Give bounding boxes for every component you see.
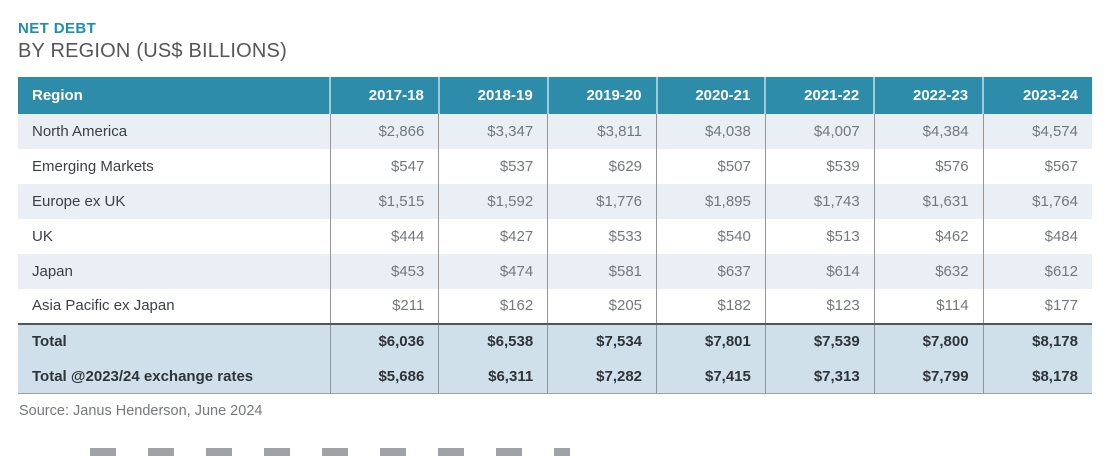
chart-subtitle: BY REGION (US$ BILLIONS) bbox=[18, 39, 287, 62]
value-cell: $6,311 bbox=[438, 358, 548, 395]
region-cell: Europe ex UK bbox=[18, 183, 330, 219]
total-row: Total @2023/24 exchange rates $5,686 $6,31… bbox=[18, 358, 1092, 395]
cutoff-text-fragment bbox=[90, 448, 570, 456]
value-cell: $4,384 bbox=[873, 113, 984, 149]
value-cell: $581 bbox=[547, 253, 657, 289]
value-cell: $114 bbox=[873, 288, 984, 324]
value-cell: $162 bbox=[438, 288, 548, 324]
value-cell: $539 bbox=[764, 148, 875, 184]
value-cell: $7,282 bbox=[547, 358, 657, 395]
value-cell: $3,347 bbox=[438, 113, 548, 149]
table-header-row: Region 2017-18 2018-19 2019-20 2020-21 2021-2… bbox=[18, 76, 1092, 114]
net-debt-table: Region 2017-18 2018-19 2019-20 2020-21 2021-2… bbox=[18, 76, 1092, 395]
value-cell: $7,539 bbox=[764, 322, 875, 359]
value-cell: $1,515 bbox=[329, 183, 439, 219]
value-cell: $637 bbox=[656, 253, 766, 289]
value-cell: $632 bbox=[873, 253, 984, 289]
value-cell: $1,764 bbox=[982, 183, 1092, 219]
value-cell: $614 bbox=[764, 253, 875, 289]
value-cell: $182 bbox=[656, 288, 766, 324]
value-cell: $462 bbox=[873, 218, 984, 254]
region-cell: Emerging Markets bbox=[18, 148, 330, 184]
region-cell: North America bbox=[18, 113, 330, 149]
value-cell: $4,007 bbox=[764, 113, 875, 149]
value-cell: $2,866 bbox=[329, 113, 439, 149]
value-cell: $444 bbox=[329, 218, 439, 254]
column-header-year: 2023-24 bbox=[982, 76, 1092, 114]
region-cell: Total bbox=[18, 322, 330, 359]
column-header-year: 2019-20 bbox=[546, 76, 657, 114]
value-cell: $7,534 bbox=[547, 322, 657, 359]
value-cell: $5,686 bbox=[329, 358, 439, 395]
value-cell: $8,178 bbox=[982, 358, 1092, 395]
region-cell: Japan bbox=[18, 253, 330, 289]
value-cell: $474 bbox=[438, 253, 548, 289]
value-cell: $1,743 bbox=[764, 183, 875, 219]
value-cell: $576 bbox=[873, 148, 984, 184]
value-cell: $629 bbox=[547, 148, 657, 184]
value-cell: $1,592 bbox=[438, 183, 548, 219]
value-cell: $7,801 bbox=[656, 322, 766, 359]
value-cell: $3,811 bbox=[547, 113, 657, 149]
region-cell: Total @2023/24 exchange rates bbox=[18, 358, 330, 395]
value-cell: $7,415 bbox=[656, 358, 766, 395]
value-cell: $6,538 bbox=[438, 322, 548, 359]
value-cell: $4,574 bbox=[982, 113, 1092, 149]
table-totals: Total $6,036 $6,538 $7,534 $7,801 $7,539 $7,80… bbox=[18, 322, 1092, 395]
value-cell: $123 bbox=[764, 288, 875, 324]
value-cell: $211 bbox=[329, 288, 439, 324]
value-cell: $205 bbox=[547, 288, 657, 324]
region-cell: Asia Pacific ex Japan bbox=[18, 288, 330, 324]
column-header-year: 2021-22 bbox=[764, 76, 875, 114]
value-cell: $427 bbox=[438, 218, 548, 254]
value-cell: $6,036 bbox=[329, 322, 439, 359]
value-cell: $1,776 bbox=[547, 183, 657, 219]
column-header-year: 2017-18 bbox=[329, 76, 439, 114]
table-row: Emerging Markets $547 $537 $629 $507 $539 $576… bbox=[18, 148, 1092, 184]
value-cell: $453 bbox=[329, 253, 439, 289]
table-row: Asia Pacific ex Japan $211 $162 $205 $182 $12… bbox=[18, 288, 1092, 324]
value-cell: $8,178 bbox=[982, 322, 1092, 359]
table-row: UK $444 $427 $533 $540 $513 $462 $484 bbox=[18, 218, 1092, 254]
column-header-year: 2018-19 bbox=[437, 76, 548, 114]
region-cell: UK bbox=[18, 218, 330, 254]
total-row: Total $6,036 $6,538 $7,534 $7,801 $7,539 $7,80… bbox=[18, 322, 1092, 359]
column-header-year: 2022-23 bbox=[873, 76, 984, 114]
value-cell: $513 bbox=[764, 218, 875, 254]
value-cell: $540 bbox=[656, 218, 766, 254]
column-header-year: 2020-21 bbox=[655, 76, 766, 114]
value-cell: $612 bbox=[982, 253, 1092, 289]
value-cell: $537 bbox=[438, 148, 548, 184]
table-row: Europe ex UK $1,515 $1,592 $1,776 $1,895 $1,7… bbox=[18, 183, 1092, 219]
value-cell: $4,038 bbox=[656, 113, 766, 149]
value-cell: $7,800 bbox=[873, 322, 984, 359]
value-cell: $7,313 bbox=[764, 358, 875, 395]
value-cell: $547 bbox=[329, 148, 439, 184]
value-cell: $567 bbox=[982, 148, 1092, 184]
value-cell: $507 bbox=[656, 148, 766, 184]
source-note: Source: Janus Henderson, June 2024 bbox=[19, 403, 263, 420]
value-cell: $533 bbox=[547, 218, 657, 254]
value-cell: $177 bbox=[982, 288, 1092, 324]
value-cell: $1,631 bbox=[873, 183, 984, 219]
value-cell: $484 bbox=[982, 218, 1092, 254]
table-body: North America $2,866 $3,347 $3,811 $4,038 $4,… bbox=[18, 113, 1092, 324]
table-row: Japan $453 $474 $581 $637 $614 $632 $612 bbox=[18, 253, 1092, 289]
value-cell: $1,895 bbox=[656, 183, 766, 219]
value-cell: $7,799 bbox=[873, 358, 984, 395]
chart-title: NET DEBT bbox=[18, 20, 97, 37]
column-header-region: Region bbox=[18, 76, 330, 114]
table-row: North America $2,866 $3,347 $3,811 $4,038 $4,… bbox=[18, 113, 1092, 149]
